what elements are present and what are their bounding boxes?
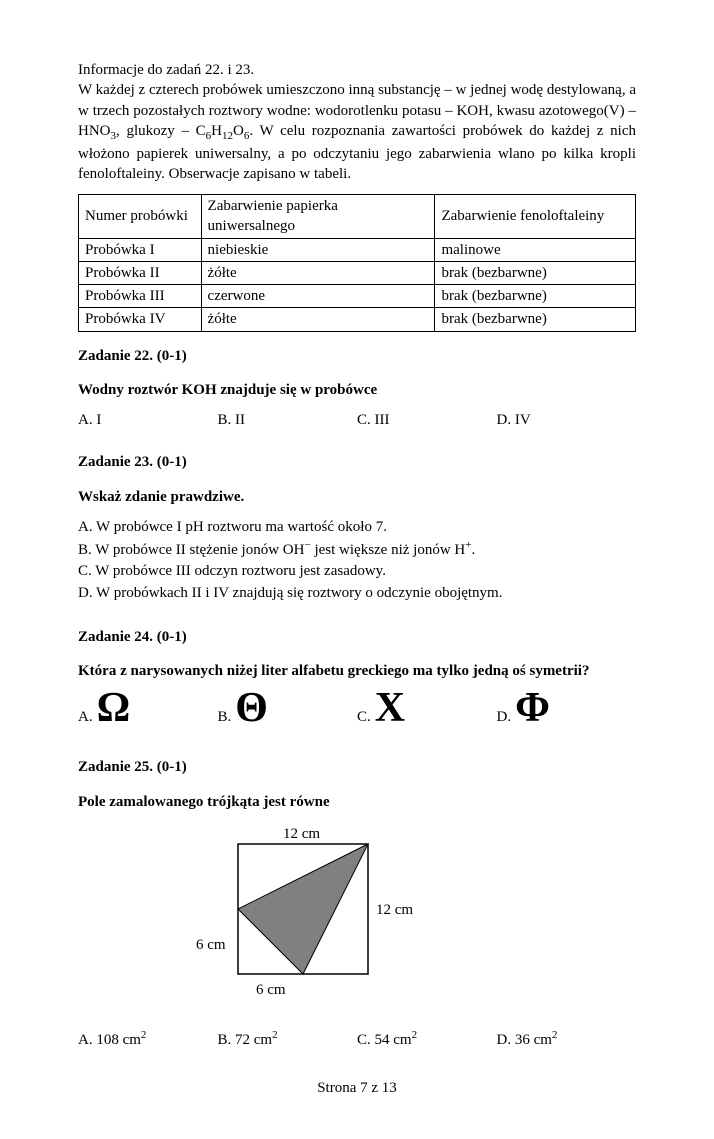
option-c: C. 54 cm2 [357,1028,497,1050]
option-c: C.Χ [357,687,497,729]
option-b: B. 72 cm2 [218,1028,358,1050]
label-right: 12 cm [376,902,413,918]
table-header-row: Numer probówki Zabarwienie papierka uniw… [79,195,636,239]
task22-options: A. I B. II C. III D. IV [78,410,636,430]
label-left: 6 cm [196,937,226,953]
stmt-b: B. W probówce II stężenie jonów OH− jest… [78,538,636,560]
stmt-c: C. W probówce III odczyn roztworu jest z… [78,561,636,581]
task23-head: Zadanie 23. (0-1) [78,452,636,472]
option-d: D. IV [497,410,637,430]
option-a: A. I [78,410,218,430]
option-a: A. 108 cm2 [78,1028,218,1050]
col-header: Zabarwienie fenoloftaleiny [435,195,636,239]
option-b: B.Θ [218,687,358,729]
table-row: Probówka IIżółtebrak (bezbarwne) [79,261,636,284]
shaded-triangle [238,844,368,974]
col-header: Zabarwienie papierka uniwersalnego [201,195,435,239]
observation-table: Numer probówki Zabarwienie papierka uniw… [78,194,636,332]
task23-prompt: Wskaż zdanie prawdziwe. [78,487,636,507]
triangle-diagram: 12 cm 12 cm 6 cm 6 cm [188,824,418,1004]
table-row: Probówka IIIczerwonebrak (bezbarwne) [79,285,636,308]
task25-figure: 12 cm 12 cm 6 cm 6 cm [188,824,636,1010]
greek-omega: Ω [97,687,131,729]
task22-prompt: Wodny roztwór KOH znajduje się w probówc… [78,380,636,400]
task22-head: Zadanie 22. (0-1) [78,346,636,366]
task24-options: A.Ω B.Θ C.Χ D.Φ [78,687,636,729]
table-row: Probówka Iniebieskiemalinowe [79,238,636,261]
option-c: C. III [357,410,497,430]
task24-head: Zadanie 24. (0-1) [78,627,636,647]
label-bottom: 6 cm [256,982,286,998]
greek-phi: Φ [515,687,550,729]
col-header: Numer probówki [79,195,202,239]
table-row: Probówka IVżółtebrak (bezbarwne) [79,308,636,331]
option-a: A.Ω [78,687,218,729]
task23-statements: A. W probówce I pH roztworu ma wartość o… [78,517,636,603]
intro-title: Informacje do zadań 22. i 23. [78,62,254,78]
intro-body: W każdej z czterech probówek umieszczono… [78,82,636,182]
task24-prompt: Która z narysowanych niżej liter alfabet… [78,661,636,681]
stmt-a: A. W probówce I pH roztworu ma wartość o… [78,517,636,537]
page-footer: Strona 7 z 13 [78,1078,636,1098]
option-d: D. 36 cm2 [497,1028,637,1050]
greek-theta: Θ [235,687,268,729]
stmt-d: D. W probówkach II i IV znajdują się roz… [78,583,636,603]
option-b: B. II [218,410,358,430]
task25-prompt: Pole zamalowanego trójkąta jest równe [78,792,636,812]
task25-options: A. 108 cm2 B. 72 cm2 C. 54 cm2 D. 36 cm2 [78,1028,636,1050]
task25-head: Zadanie 25. (0-1) [78,757,636,777]
greek-chi: Χ [375,687,405,729]
intro-block: Informacje do zadań 22. i 23. W każdej z… [78,60,636,184]
label-top: 12 cm [283,826,320,842]
option-d: D.Φ [497,687,637,729]
